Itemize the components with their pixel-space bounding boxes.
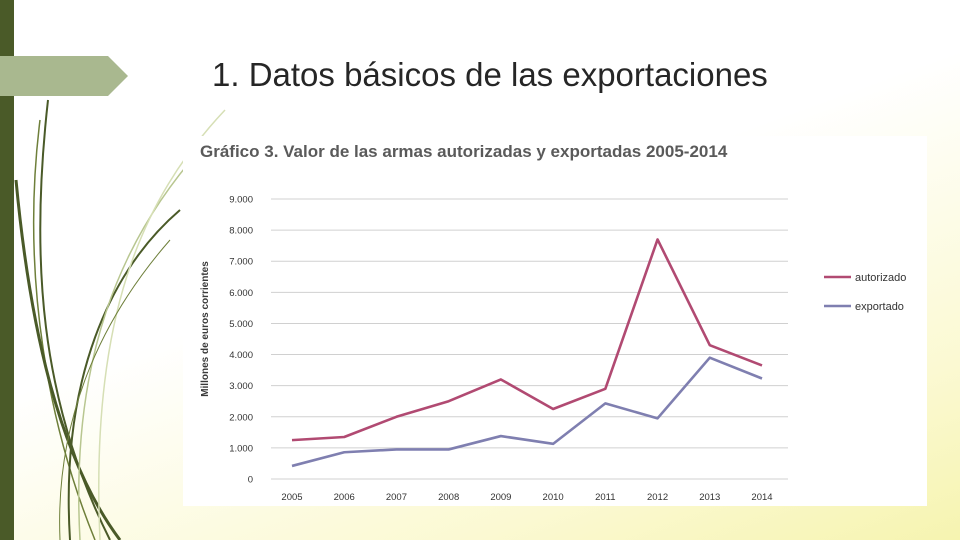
x-tick-label: 2008 xyxy=(438,492,459,503)
y-axis-label: Millones de euros corrientes xyxy=(200,261,211,397)
y-tick-label: 3.000 xyxy=(229,381,253,392)
x-tick-label: 2014 xyxy=(751,492,772,503)
x-tick-label: 2007 xyxy=(386,492,407,503)
series-line-exportado xyxy=(291,356,763,468)
title-tab-marker xyxy=(0,56,128,96)
y-tick-label: 6.000 xyxy=(229,288,253,299)
decorative-swooshes xyxy=(14,99,226,540)
series-line-autorizado xyxy=(291,238,763,442)
y-tick-label: 0 xyxy=(248,475,253,486)
legend-label-autorizado: autorizado xyxy=(855,272,906,284)
legend-label-exportado: exportado xyxy=(855,301,904,313)
y-tick-label: 8.000 xyxy=(229,226,253,237)
line-chart: 0 1.000 2.000 3.000 4.000 5.000 6.000 7.000 8.00… xyxy=(200,195,906,504)
x-tick-label: 2005 xyxy=(281,492,302,503)
y-tick-label: 1.000 xyxy=(229,443,253,454)
x-tick-label: 2011 xyxy=(595,492,615,503)
x-tick-label: 2012 xyxy=(647,492,668,503)
chart-panel: Gráfico 3. Valor de las armas autorizada… xyxy=(183,136,927,506)
x-tick-label: 2009 xyxy=(490,492,511,503)
chart-title: Gráfico 3. Valor de las armas autorizada… xyxy=(200,142,728,161)
y-tick-label: 5.000 xyxy=(229,319,253,330)
y-tick-label: 9.000 xyxy=(229,195,253,206)
x-tick-label: 2013 xyxy=(699,492,720,503)
slide-title: 1. Datos básicos de las exportaciones xyxy=(212,56,768,93)
left-accent-bar xyxy=(0,0,14,540)
y-tick-label: 2.000 xyxy=(229,412,253,423)
y-tick-label: 4.000 xyxy=(229,350,253,361)
y-tick-label: 7.000 xyxy=(229,257,253,268)
x-tick-label: 2006 xyxy=(334,492,355,503)
x-tick-label: 2010 xyxy=(543,492,564,503)
